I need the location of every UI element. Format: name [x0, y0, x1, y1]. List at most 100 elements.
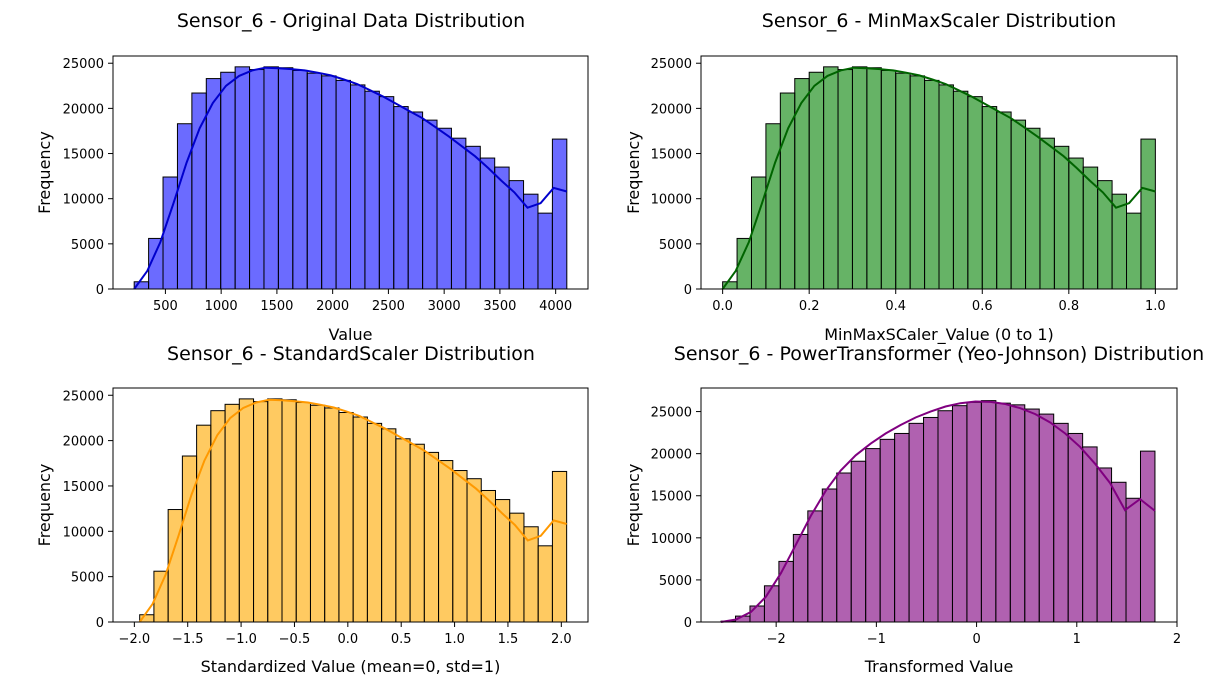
- histogram-bar: [1039, 137, 1055, 290]
- histogram-bar: [253, 401, 269, 623]
- chart-panel-2: Sensor_6 - MinMaxScaler Distribution 0.0 0…: [624, 10, 1178, 345]
- histogram-bar: [292, 69, 308, 290]
- x-tick-label: 500: [153, 299, 178, 314]
- histogram-bar: [996, 111, 1012, 290]
- histogram-bar: [1010, 119, 1027, 290]
- x-tick-label: 1.0: [444, 632, 465, 647]
- histogram-bar: [162, 176, 178, 290]
- y-tick-label: 15000: [651, 148, 692, 163]
- histogram-bar: [1111, 481, 1127, 623]
- histogram-bar: [924, 79, 940, 290]
- x-tick-label: 2000: [316, 299, 349, 314]
- kde-line: [138, 398, 567, 623]
- histogram-bar: [880, 69, 897, 290]
- histogram-bar: [1053, 422, 1069, 623]
- histogram-bar: [277, 67, 294, 290]
- y-axis-label: Frequency: [624, 131, 643, 214]
- histogram-bar: [234, 66, 251, 290]
- x-tick-label: 4000: [539, 299, 572, 314]
- histogram-bar: [238, 398, 255, 623]
- chart-panel-3: Sensor_6 - StandardScaler Distribution −2…: [35, 343, 589, 676]
- x-tick-label: −1.0: [225, 632, 257, 647]
- y-tick-label: 25000: [651, 57, 692, 72]
- histogram-bar: [1125, 497, 1141, 623]
- histogram-bar: [321, 75, 337, 290]
- histogram-bar: [1067, 432, 1084, 623]
- histogram-bar: [1126, 212, 1142, 290]
- histogram-bar: [1025, 127, 1041, 290]
- histogram-bar: [422, 119, 438, 290]
- histogram-bar: [176, 123, 193, 290]
- x-tick-label: 2: [1173, 632, 1181, 647]
- x-axis-label: Transformed Value: [864, 657, 1014, 676]
- histogram-bar: [224, 403, 240, 623]
- x-tick-label: 0.4: [885, 299, 906, 314]
- histogram-bar: [837, 69, 853, 290]
- histogram-bar: [395, 438, 411, 623]
- chart-panel-1: Sensor_6 - Original Data Distribution 500…: [35, 10, 589, 344]
- y-tick-label: 5000: [71, 571, 104, 586]
- x-axis-label: MinMaxSCaler_Value (0 to 1): [824, 325, 1054, 345]
- x-tick-label: 0.6: [972, 299, 993, 314]
- x-tick-label: −2.0: [119, 632, 151, 647]
- y-axis-label: Frequency: [624, 464, 643, 547]
- histogram-bar: [480, 489, 496, 623]
- histogram-bar: [1053, 145, 1070, 290]
- histogram-bar: [465, 145, 481, 290]
- x-tick-label: 1000: [205, 299, 238, 314]
- chart-title: Sensor_6 - MinMaxScaler Distribution: [762, 10, 1116, 32]
- axes-frame: [700, 387, 1178, 623]
- histogram-bar: [1140, 138, 1156, 290]
- histogram-bar: [952, 90, 969, 290]
- x-tick-label: 0.0: [712, 299, 733, 314]
- y-tick-label: 0: [96, 616, 104, 631]
- y-tick-label: 10000: [651, 532, 692, 547]
- histogram-bar: [350, 84, 366, 290]
- histogram-bar: [181, 455, 198, 623]
- histogram-bar: [409, 443, 425, 623]
- histogram-bar: [338, 411, 354, 623]
- x-tick-label: 1.5: [498, 632, 519, 647]
- y-tick-label: 25000: [651, 406, 692, 421]
- chart-panel-4: Sensor_6 - PowerTransformer (Yeo-Johnson…: [624, 343, 1204, 676]
- x-tick-label: 0: [972, 632, 980, 647]
- x-tick-label: 0.5: [391, 632, 412, 647]
- y-tick-label: 25000: [63, 389, 104, 404]
- histogram-bar: [1096, 467, 1113, 623]
- histogram-bar: [951, 405, 968, 623]
- histogram-bar: [923, 416, 939, 623]
- y-tick-label: 20000: [63, 435, 104, 450]
- histogram-bar: [335, 79, 352, 290]
- histogram-bar: [366, 422, 383, 623]
- histogram-bar: [894, 432, 910, 623]
- histogram-bar: [196, 424, 212, 623]
- histogram-bar: [981, 106, 998, 290]
- histogram-bar: [407, 111, 424, 290]
- x-tick-label: 0.2: [799, 299, 820, 314]
- histogram-bar: [1068, 157, 1084, 290]
- axes-frame: [112, 55, 589, 290]
- histogram-bar: [537, 545, 553, 623]
- histogram-bar: [995, 402, 1011, 623]
- x-tick-label: −2: [767, 632, 786, 647]
- histogram-bar: [249, 69, 265, 290]
- histogram-bar: [479, 157, 496, 290]
- x-tick-label: 0.0: [337, 632, 358, 647]
- histogram-bar: [295, 402, 311, 623]
- histogram-bar: [523, 193, 539, 290]
- histogram-bar: [865, 448, 881, 623]
- x-tick-label: −0.5: [279, 632, 311, 647]
- y-tick-label: 5000: [71, 238, 104, 253]
- histogram-bar: [938, 84, 954, 290]
- y-axis-label: Frequency: [35, 464, 54, 547]
- histogram-bar: [966, 401, 982, 623]
- histogram-bar: [909, 75, 926, 290]
- histogram-bar: [937, 410, 953, 623]
- histogram-bar: [1009, 404, 1026, 623]
- histogram-bar: [267, 398, 283, 623]
- histogram-bar: [263, 66, 279, 290]
- kde-line: [721, 66, 1156, 290]
- histogram-bar: [1082, 446, 1098, 623]
- histogram-bar: [551, 470, 568, 623]
